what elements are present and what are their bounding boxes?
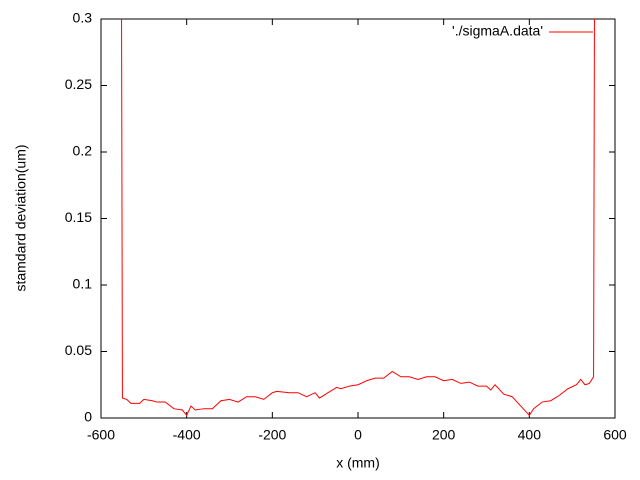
y-tick-label: 0.15 (65, 209, 92, 225)
legend-label: './sigmaA.data' (452, 23, 543, 39)
x-tick-label: 600 (603, 427, 627, 443)
x-tick-label: 0 (354, 427, 362, 443)
y-tick-label: 0.3 (73, 10, 93, 26)
x-tick-label: -400 (173, 427, 201, 443)
x-axis-label: x (mm) (336, 455, 380, 471)
data-line (121, 19, 595, 417)
plot-border (100, 18, 616, 419)
y-tick-label: 0.25 (65, 76, 92, 92)
x-tick-label: -200 (258, 427, 286, 443)
y-axis-label: stamdard deviation(um) (13, 144, 29, 291)
y-tick-label: 0 (84, 409, 92, 425)
x-tick-label: 400 (518, 427, 542, 443)
x-tick-label: 200 (432, 427, 456, 443)
x-tick-label: -600 (87, 427, 115, 443)
y-tick-label: 0.05 (65, 342, 92, 358)
y-tick-label: 0.2 (73, 143, 93, 159)
y-tick-label: 0.1 (73, 276, 93, 292)
